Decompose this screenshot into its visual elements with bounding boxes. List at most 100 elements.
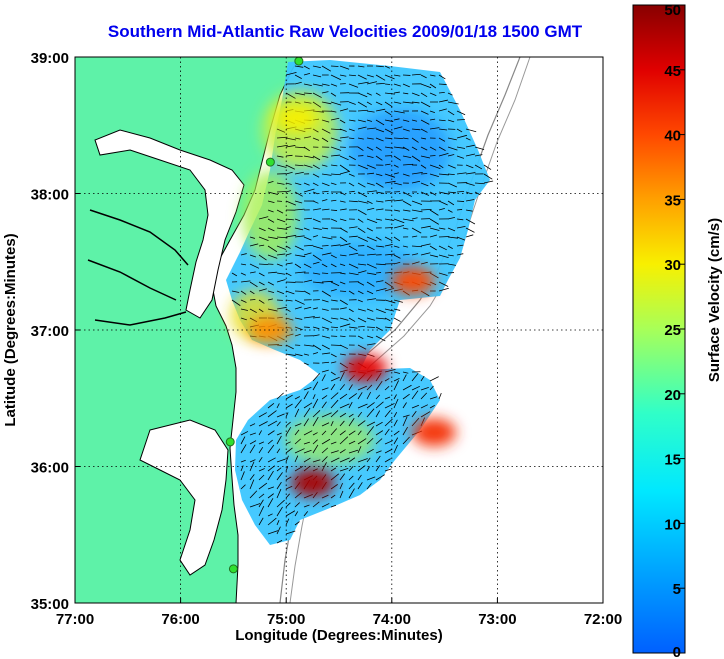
velocity-vector — [339, 136, 349, 139]
velocity-vector — [276, 306, 287, 310]
velocity-vector — [258, 288, 267, 292]
velocity-vector — [267, 517, 277, 526]
velocity-vector — [429, 376, 439, 382]
velocity-vector — [393, 126, 403, 130]
velocity-vector — [321, 83, 330, 86]
velocity-vector — [357, 209, 367, 216]
velocity-vector — [267, 281, 275, 286]
velocity-vector — [294, 182, 302, 186]
velocity-vector — [249, 236, 256, 239]
velocity-vector — [303, 402, 313, 409]
velocity-vector — [447, 119, 455, 123]
velocity-vector — [312, 74, 322, 78]
velocity-vector — [339, 227, 348, 233]
colorbar-tick-label: 25 — [664, 322, 681, 339]
velocity-vector — [276, 182, 285, 185]
velocity-vector — [330, 209, 338, 211]
velocity-vector — [330, 65, 339, 67]
velocity-vector — [339, 482, 343, 490]
velocity-vector — [402, 137, 409, 140]
velocity-vector — [267, 236, 278, 240]
velocity-vector — [312, 254, 322, 261]
velocity-vector — [330, 383, 336, 391]
velocity-vector — [330, 299, 338, 302]
velocity-vector — [258, 299, 265, 304]
velocity-vector — [357, 137, 364, 140]
velocity-vector — [366, 263, 377, 269]
velocity-vector — [249, 281, 258, 288]
velocity-vector — [294, 171, 304, 175]
velocity-vector — [375, 119, 385, 126]
velocity-vector — [348, 226, 358, 229]
velocity-vector — [330, 494, 336, 499]
velocity-vector — [384, 440, 394, 445]
velocity-vector — [447, 182, 458, 188]
velocity-vector — [384, 428, 390, 436]
velocity-vector — [420, 225, 431, 229]
velocity-vector — [321, 326, 330, 330]
velocity-vector — [294, 245, 304, 251]
velocity-vector — [393, 261, 401, 265]
velocity-vector — [456, 244, 464, 247]
velocity-vector — [339, 128, 347, 132]
velocity-vector — [285, 145, 296, 148]
velocity-vector — [366, 164, 376, 169]
velocity-vector — [456, 225, 466, 229]
velocity-vector — [330, 457, 340, 463]
velocity-vector — [294, 235, 305, 238]
velocity-vector — [240, 459, 246, 463]
velocity-vector — [303, 252, 312, 256]
velocity-vector — [276, 499, 285, 508]
velocity-vector — [258, 421, 268, 427]
sound-water — [139, 419, 229, 576]
velocity-vector — [438, 137, 446, 142]
velocity-vector — [348, 466, 354, 472]
velocity-vector — [312, 381, 319, 391]
velocity-vector — [411, 404, 420, 409]
velocity-vector — [393, 299, 403, 303]
velocity-vector — [258, 272, 265, 277]
velocity-vector — [366, 245, 375, 251]
velocity-vector — [438, 146, 446, 151]
velocity-vector — [294, 333, 301, 337]
velocity-vector — [456, 155, 465, 159]
velocity-vector — [393, 182, 402, 186]
x-tick-label: 77:00 — [56, 611, 94, 628]
velocity-vector — [393, 378, 400, 382]
velocity-vector — [285, 441, 291, 445]
velocity-vector — [258, 244, 265, 247]
velocity-vector — [267, 498, 274, 508]
velocity-vector — [249, 479, 255, 490]
velocity-vector — [429, 127, 440, 130]
velocity-vector — [330, 392, 339, 400]
colorbar-ticks: 0 5 10 15 20 25 30 35 40 45 50 — [664, 2, 685, 659]
radar-station-marker — [228, 564, 238, 574]
velocity-vector — [411, 172, 423, 175]
velocity-vector — [303, 290, 311, 295]
velocity-vector — [294, 271, 306, 274]
velocity-vector — [240, 436, 246, 445]
velocity-vector — [357, 74, 367, 80]
velocity-vector — [384, 326, 393, 329]
velocity-vector — [384, 287, 395, 292]
velocity-vector — [330, 344, 342, 346]
velocity-vector — [402, 92, 409, 95]
velocity-vector — [384, 173, 396, 178]
velocity-vector — [249, 440, 257, 445]
velocity-vector — [348, 173, 355, 177]
velocity-vector — [420, 155, 431, 159]
velocity-vector — [348, 393, 358, 400]
velocity-vector — [438, 91, 445, 94]
velocity-vector — [258, 468, 265, 472]
velocity-vector — [330, 371, 336, 376]
velocity-vector — [339, 317, 349, 321]
velocity-vector — [456, 110, 466, 116]
velocity-vector — [303, 65, 310, 70]
velocity-vector — [375, 155, 383, 161]
velocity-vector — [258, 263, 269, 265]
velocity-vector — [339, 272, 346, 275]
velocity-vector — [375, 65, 384, 68]
velocity-vector — [276, 506, 283, 517]
velocity-vector — [420, 110, 429, 115]
